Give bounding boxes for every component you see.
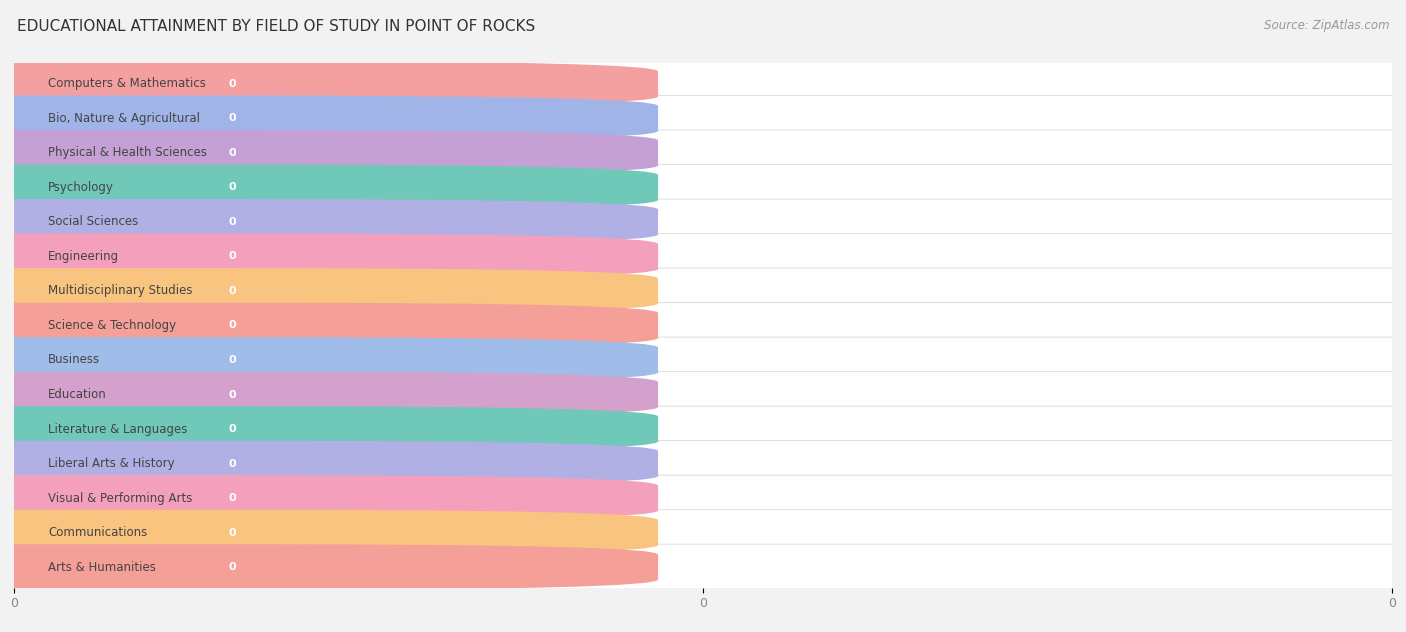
FancyBboxPatch shape (0, 337, 658, 383)
FancyBboxPatch shape (0, 105, 1406, 132)
FancyBboxPatch shape (0, 199, 1406, 245)
FancyBboxPatch shape (0, 346, 1406, 374)
FancyBboxPatch shape (0, 406, 1406, 452)
FancyBboxPatch shape (0, 164, 658, 210)
FancyBboxPatch shape (0, 450, 1406, 477)
FancyBboxPatch shape (0, 130, 658, 176)
FancyBboxPatch shape (0, 415, 1406, 443)
FancyBboxPatch shape (0, 234, 1406, 279)
FancyBboxPatch shape (0, 544, 658, 590)
Text: Science & Technology: Science & Technology (48, 319, 176, 332)
FancyBboxPatch shape (0, 475, 1406, 521)
Text: Literature & Languages: Literature & Languages (48, 423, 187, 435)
FancyBboxPatch shape (0, 509, 658, 556)
FancyBboxPatch shape (0, 372, 1406, 417)
FancyBboxPatch shape (0, 70, 1406, 98)
FancyBboxPatch shape (0, 303, 658, 348)
FancyBboxPatch shape (0, 234, 658, 279)
Text: Multidisciplinary Studies: Multidisciplinary Studies (48, 284, 193, 298)
Text: Visual & Performing Arts: Visual & Performing Arts (48, 492, 193, 504)
Text: Business: Business (48, 353, 100, 367)
FancyBboxPatch shape (0, 199, 658, 245)
Text: EDUCATIONAL ATTAINMENT BY FIELD OF STUDY IN POINT OF ROCKS: EDUCATIONAL ATTAINMENT BY FIELD OF STUDY… (17, 19, 536, 34)
FancyBboxPatch shape (0, 484, 1406, 512)
FancyBboxPatch shape (0, 509, 1406, 556)
FancyBboxPatch shape (0, 441, 658, 487)
FancyBboxPatch shape (0, 139, 1406, 167)
FancyBboxPatch shape (0, 303, 1406, 348)
Text: 0: 0 (228, 493, 236, 503)
FancyBboxPatch shape (0, 268, 1406, 314)
Text: 0: 0 (228, 113, 236, 123)
Text: 0: 0 (228, 459, 236, 468)
Text: 0: 0 (228, 424, 236, 434)
Text: Physical & Health Sciences: Physical & Health Sciences (48, 147, 207, 159)
Text: 0: 0 (228, 148, 236, 158)
Text: 0: 0 (228, 389, 236, 399)
FancyBboxPatch shape (0, 372, 658, 417)
FancyBboxPatch shape (0, 95, 1406, 142)
FancyBboxPatch shape (0, 312, 1406, 339)
Text: 0: 0 (228, 355, 236, 365)
FancyBboxPatch shape (0, 174, 1406, 201)
FancyBboxPatch shape (0, 61, 1406, 107)
Text: 0: 0 (228, 79, 236, 89)
Text: Computers & Mathematics: Computers & Mathematics (48, 77, 207, 90)
Text: Bio, Nature & Agricultural: Bio, Nature & Agricultural (48, 112, 200, 125)
FancyBboxPatch shape (0, 380, 1406, 408)
Text: Social Sciences: Social Sciences (48, 216, 138, 228)
FancyBboxPatch shape (0, 130, 1406, 176)
FancyBboxPatch shape (0, 95, 658, 142)
Text: Engineering: Engineering (48, 250, 120, 263)
Text: 0: 0 (228, 252, 236, 262)
FancyBboxPatch shape (0, 277, 1406, 305)
FancyBboxPatch shape (0, 208, 1406, 236)
FancyBboxPatch shape (0, 61, 658, 107)
FancyBboxPatch shape (0, 164, 1406, 210)
FancyBboxPatch shape (0, 475, 658, 521)
Text: Source: ZipAtlas.com: Source: ZipAtlas.com (1264, 19, 1389, 32)
Text: Liberal Arts & History: Liberal Arts & History (48, 457, 174, 470)
FancyBboxPatch shape (0, 268, 658, 314)
Text: 0: 0 (228, 320, 236, 331)
Text: Psychology: Psychology (48, 181, 114, 194)
FancyBboxPatch shape (0, 243, 1406, 270)
FancyBboxPatch shape (0, 441, 1406, 487)
Text: 0: 0 (228, 562, 236, 572)
FancyBboxPatch shape (0, 406, 658, 452)
Text: Education: Education (48, 388, 107, 401)
Text: 0: 0 (228, 183, 236, 192)
Text: 0: 0 (228, 217, 236, 227)
Text: 0: 0 (228, 528, 236, 538)
Text: Communications: Communications (48, 526, 148, 539)
Text: 0: 0 (228, 286, 236, 296)
FancyBboxPatch shape (0, 519, 1406, 546)
FancyBboxPatch shape (0, 337, 1406, 383)
FancyBboxPatch shape (0, 553, 1406, 581)
Text: Arts & Humanities: Arts & Humanities (48, 561, 156, 574)
FancyBboxPatch shape (0, 544, 1406, 590)
